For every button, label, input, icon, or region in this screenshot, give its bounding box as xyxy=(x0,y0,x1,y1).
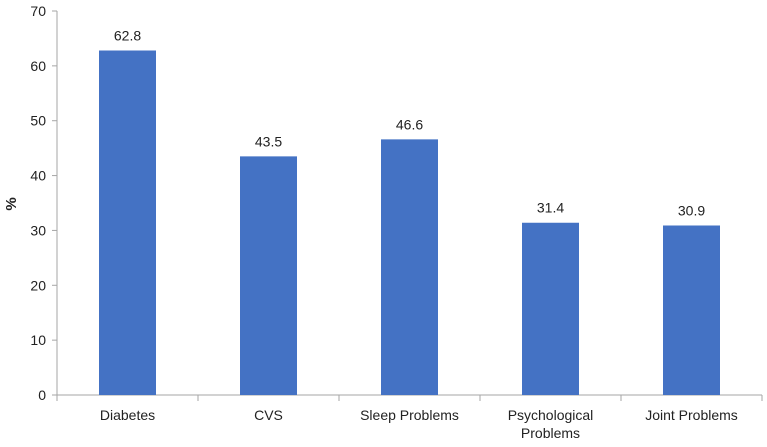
y-tick-label: 70 xyxy=(30,3,46,19)
category-label: Diabetes xyxy=(100,407,155,423)
bar xyxy=(240,156,297,395)
y-axis: 0 10 20 30 40 50 60 70 xyxy=(30,3,58,403)
category-label: Joint Problems xyxy=(645,407,738,423)
data-label: 43.5 xyxy=(255,133,282,149)
data-label: 46.6 xyxy=(396,116,423,132)
category-label: CVS xyxy=(254,407,283,423)
data-label: 30.9 xyxy=(678,202,705,218)
y-tick-label: 20 xyxy=(30,277,46,293)
category-label: Psychological Problems xyxy=(508,407,594,441)
bar xyxy=(99,50,156,396)
data-label: 62.8 xyxy=(114,27,141,43)
bars xyxy=(99,50,720,396)
y-tick-label: 50 xyxy=(30,113,46,129)
data-label: 31.4 xyxy=(537,200,564,216)
bar xyxy=(522,222,579,395)
category-label: Sleep Problems xyxy=(360,407,459,423)
x-axis xyxy=(56,394,763,401)
y-tick-label: 40 xyxy=(30,168,46,184)
bar xyxy=(381,139,438,395)
y-tick-label: 10 xyxy=(30,332,46,348)
y-tick-label: 0 xyxy=(38,387,46,403)
y-tick-label: 60 xyxy=(30,58,46,74)
data-labels: 62.8 43.5 46.6 31.4 30.9 xyxy=(114,27,705,218)
y-axis-title: % xyxy=(3,197,20,210)
bar xyxy=(663,225,720,395)
category-labels: Diabetes CVS Sleep Problems Psychological Pr… xyxy=(100,407,738,441)
y-tick-label: 30 xyxy=(30,222,46,238)
